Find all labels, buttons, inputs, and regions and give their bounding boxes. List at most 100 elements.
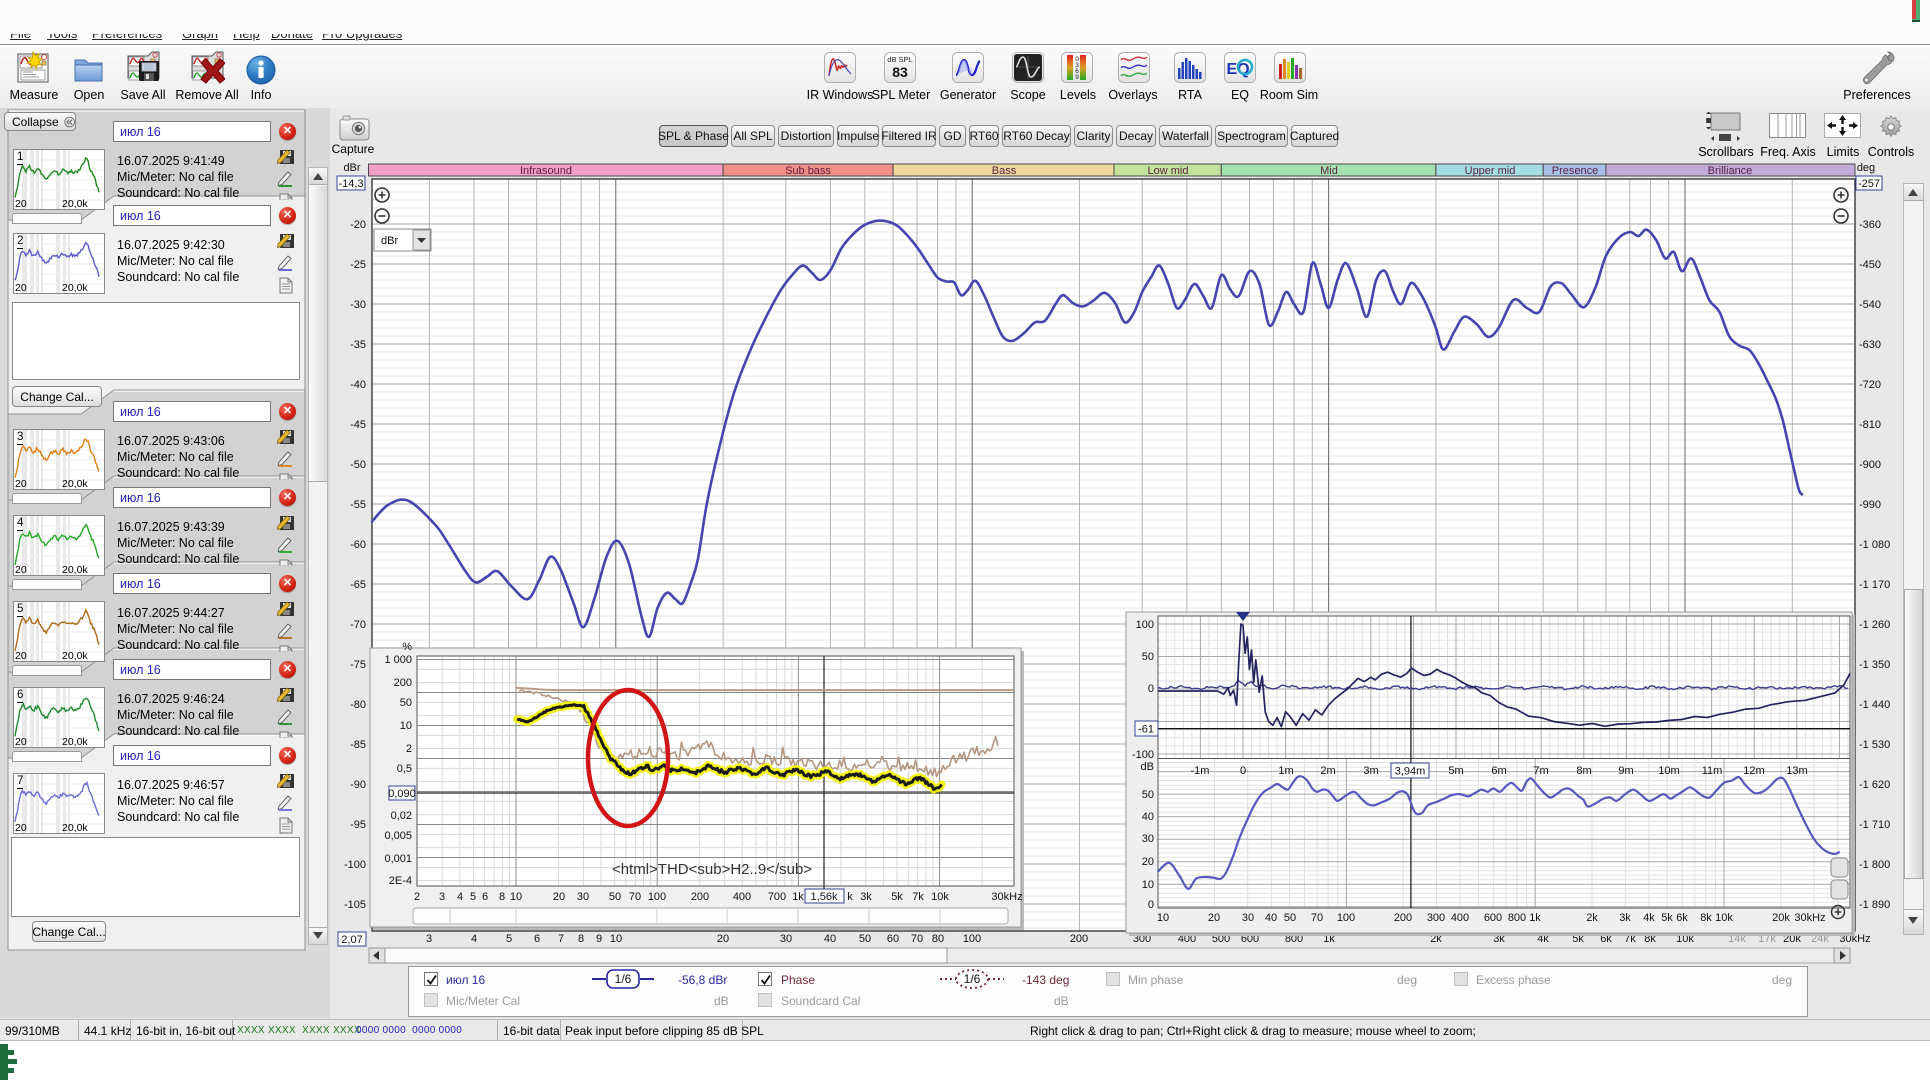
svg-text:0,02: 0,02 bbox=[391, 810, 412, 822]
svg-text:600: 600 bbox=[1484, 912, 1502, 924]
svg-text:-1 620: -1 620 bbox=[1859, 779, 1890, 791]
svg-text:-85: -85 bbox=[350, 739, 366, 751]
svg-text:100: 100 bbox=[648, 891, 666, 903]
svg-text:6: 6 bbox=[1075, 68, 1079, 75]
svg-text:-35: -35 bbox=[350, 339, 366, 351]
svg-text:200: 200 bbox=[394, 677, 412, 689]
svg-text:-61: -61 bbox=[1138, 724, 1154, 736]
svg-text:100: 100 bbox=[1136, 619, 1154, 631]
svg-text:5k: 5k bbox=[1661, 912, 1673, 924]
svg-text:20: 20 bbox=[553, 891, 565, 903]
svg-text:6: 6 bbox=[482, 891, 488, 903]
svg-text:2k: 2k bbox=[1586, 912, 1598, 924]
svg-text:-20: -20 bbox=[350, 219, 366, 231]
svg-text:Presence: Presence bbox=[1552, 165, 1598, 177]
svg-text:-65: -65 bbox=[350, 579, 366, 591]
svg-text:7m: 7m bbox=[1533, 765, 1548, 777]
svg-text:50: 50 bbox=[400, 697, 412, 709]
svg-text:100: 100 bbox=[1337, 912, 1355, 924]
svg-text:deg: deg bbox=[1857, 162, 1875, 174]
svg-text:11m: 11m bbox=[1702, 765, 1723, 777]
svg-text:9m: 9m bbox=[1618, 765, 1633, 777]
svg-text:-25: -25 bbox=[350, 259, 366, 271]
svg-text:70: 70 bbox=[629, 891, 641, 903]
svg-text:Low mid: Low mid bbox=[1148, 165, 1189, 177]
svg-text:-100: -100 bbox=[1132, 749, 1154, 761]
svg-text:10k: 10k bbox=[931, 891, 949, 903]
svg-text:3: 3 bbox=[426, 933, 432, 945]
svg-text:40: 40 bbox=[1142, 811, 1154, 823]
svg-text:-55: -55 bbox=[350, 499, 366, 511]
svg-text:60: 60 bbox=[887, 933, 899, 945]
svg-text:5: 5 bbox=[506, 933, 512, 945]
svg-text:0,090: 0,090 bbox=[388, 788, 416, 800]
svg-text:10: 10 bbox=[510, 891, 522, 903]
svg-text:300: 300 bbox=[1427, 912, 1445, 924]
svg-text:12m: 12m bbox=[1743, 765, 1764, 777]
svg-text:30: 30 bbox=[1142, 833, 1154, 845]
svg-text:-80: -80 bbox=[350, 699, 366, 711]
svg-text:4: 4 bbox=[457, 891, 463, 903]
svg-text:10: 10 bbox=[1157, 912, 1169, 924]
svg-text:83: 83 bbox=[892, 64, 908, 80]
svg-text:80: 80 bbox=[932, 933, 944, 945]
svg-text:2: 2 bbox=[414, 891, 420, 903]
svg-text:-75: -75 bbox=[350, 659, 366, 671]
svg-text:Brilliance: Brilliance bbox=[1708, 165, 1753, 177]
svg-text:9: 9 bbox=[596, 933, 602, 945]
svg-text:10: 10 bbox=[400, 720, 412, 732]
svg-text:70: 70 bbox=[1311, 912, 1323, 924]
svg-text:6m: 6m bbox=[1491, 765, 1506, 777]
svg-text:-30: -30 bbox=[350, 299, 366, 311]
svg-text:-900: -900 bbox=[1859, 459, 1881, 471]
svg-text:-40: -40 bbox=[350, 379, 366, 391]
svg-text:4: 4 bbox=[471, 933, 477, 945]
svg-text:-720: -720 bbox=[1859, 379, 1881, 391]
svg-text:400: 400 bbox=[1451, 912, 1469, 924]
svg-text:100: 100 bbox=[963, 933, 981, 945]
svg-text:-50: -50 bbox=[350, 459, 366, 471]
svg-text:-14,3: -14,3 bbox=[338, 178, 363, 190]
svg-text:30kHz: 30kHz bbox=[991, 891, 1022, 903]
svg-text:-90: -90 bbox=[350, 779, 366, 791]
svg-text:1/6: 1/6 bbox=[964, 972, 981, 986]
svg-text:3m: 3m bbox=[1363, 765, 1378, 777]
svg-text:0,001: 0,001 bbox=[384, 853, 412, 865]
svg-text:dB SPL: dB SPL bbox=[887, 55, 912, 64]
svg-text:1m: 1m bbox=[1278, 765, 1293, 777]
svg-text:8: 8 bbox=[578, 933, 584, 945]
svg-text:-1 350: -1 350 bbox=[1859, 659, 1890, 671]
svg-text:0,005: 0,005 bbox=[384, 830, 412, 842]
svg-text:2: 2 bbox=[406, 743, 412, 755]
svg-text:-360: -360 bbox=[1859, 219, 1881, 231]
svg-text:8k: 8k bbox=[1700, 912, 1712, 924]
svg-text:-1 080: -1 080 bbox=[1859, 539, 1890, 551]
svg-text:5k: 5k bbox=[891, 891, 903, 903]
svg-text:40: 40 bbox=[824, 933, 836, 945]
svg-text:40: 40 bbox=[1265, 912, 1277, 924]
svg-text:k: k bbox=[847, 891, 853, 903]
svg-text:50: 50 bbox=[859, 933, 871, 945]
svg-text:5m: 5m bbox=[1448, 765, 1463, 777]
svg-text:-540: -540 bbox=[1859, 299, 1881, 311]
svg-text:Upper mid: Upper mid bbox=[1465, 165, 1516, 177]
svg-text:-257: -257 bbox=[1858, 178, 1880, 190]
svg-text:-1m: -1m bbox=[1191, 765, 1210, 777]
svg-text:-1 170: -1 170 bbox=[1859, 579, 1890, 591]
svg-text:10: 10 bbox=[1142, 879, 1154, 891]
svg-text:-45: -45 bbox=[350, 419, 366, 431]
svg-text:70: 70 bbox=[911, 933, 923, 945]
svg-text:20: 20 bbox=[717, 933, 729, 945]
svg-text:7: 7 bbox=[558, 933, 564, 945]
svg-text:Mid: Mid bbox=[1320, 165, 1338, 177]
svg-text:dBr: dBr bbox=[343, 162, 360, 174]
svg-text:3,94m: 3,94m bbox=[1395, 766, 1426, 778]
svg-text:-810: -810 bbox=[1859, 419, 1881, 431]
svg-text:0: 0 bbox=[1075, 56, 1079, 63]
svg-text:20: 20 bbox=[1142, 856, 1154, 868]
svg-text:-990: -990 bbox=[1859, 499, 1881, 511]
svg-text:1,56k: 1,56k bbox=[811, 891, 838, 903]
svg-text:30: 30 bbox=[780, 933, 792, 945]
svg-text:200: 200 bbox=[1070, 933, 1088, 945]
svg-text:700: 700 bbox=[768, 891, 786, 903]
